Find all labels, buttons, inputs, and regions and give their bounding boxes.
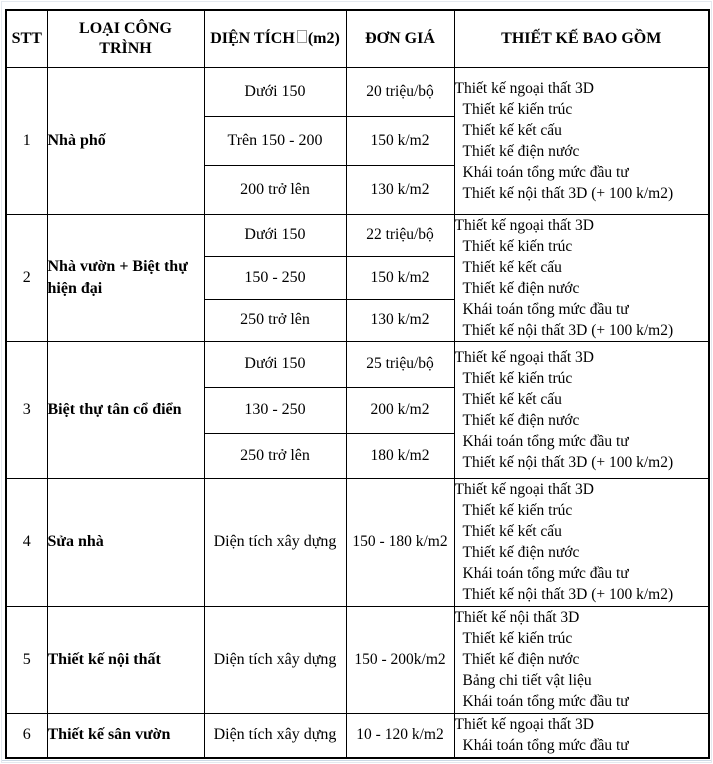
header-row: STT LOẠI CÔNG TRÌNH DIỆN TÍCH (m2) ĐƠN GI…	[5, 9, 710, 68]
area-cell: Diện tích xây dựng	[203, 712, 347, 759]
include-item: Khái toán tổng mức đầu tư	[462, 432, 629, 450]
area-cell: 150 - 250	[203, 256, 347, 300]
table-row: 250 trở lên 180 k/m2	[6, 432, 709, 479]
area-cell: Trên 150 - 200	[203, 115, 347, 166]
include-item: Thiết kế điện nước	[462, 651, 580, 668]
include-item: Thiết kế điện nước	[462, 142, 580, 160]
header-area: DIỆN TÍCH (m2)	[203, 9, 347, 68]
includes-cell: Thiết kế ngoại thất 3D Thiết kế kiến trúc…	[453, 66, 710, 215]
stt-cell: 1	[5, 66, 48, 215]
include-item: Thiết kế điện nước	[462, 411, 580, 429]
table-row: 200 trở lên 130 k/m2	[6, 164, 709, 215]
include-item: Thiết kế kiến trúc	[462, 630, 573, 647]
header-type: LOẠI CÔNG TRÌNH	[46, 9, 205, 68]
price-cell: 180 k/m2	[345, 432, 455, 479]
area-cell: 250 trở lên	[203, 298, 347, 342]
include-item: Thiết kế ngoại thất 3D	[454, 481, 594, 498]
price-cell: 150 k/m2	[345, 256, 455, 300]
include-item: Thiết kế kiến trúc	[462, 369, 573, 387]
area-cell: Dưới 150	[203, 340, 347, 388]
include-item: Thiết kế kiến trúc	[462, 100, 573, 118]
stt-cell: 2	[5, 213, 48, 342]
price-cell: 130 k/m2	[345, 164, 455, 215]
price-cell: 150 - 180 k/m2	[345, 477, 455, 607]
include-item: Khái toán tổng mức đầu tư	[462, 163, 629, 181]
type-cell: Nhà phố	[46, 66, 205, 215]
include-item: Thiết kế nội thất 3D	[454, 609, 580, 626]
area-cell: 250 trở lên	[203, 432, 347, 479]
stt-cell: 4	[5, 477, 48, 607]
price-cell: 130 k/m2	[345, 298, 455, 342]
type-cell: Biệt thự tân cổ điển	[46, 340, 205, 479]
table-row: 5 Thiết kế nội thất Diện tích xây dựng 150 …	[5, 605, 710, 714]
include-item: Thiết kế điện nước	[462, 279, 580, 297]
stt-cell: 5	[5, 605, 48, 714]
includes-cell: Thiết kế ngoại thất 3D Thiết kế kiến trúc…	[453, 340, 710, 479]
header-includes: THIẾT KẾ BAO GỒM	[453, 9, 710, 68]
include-item: Thiết kế nội thất 3D (+ 100 k/m2)	[462, 586, 674, 603]
table-row: 2 Nhà vườn + Biệt thự hiện đại Dưới 150 22 …	[5, 213, 710, 342]
type-cell: Sửa nhà	[46, 477, 205, 607]
missing-glyph-box-icon	[296, 29, 307, 43]
header-area-unit: (m2)	[307, 29, 340, 47]
area-cell: 200 trở lên	[203, 164, 347, 215]
price-cell: 200 k/m2	[345, 386, 455, 434]
stt-cell: 3	[5, 340, 48, 479]
type-cell: Thiết kế sân vườn	[46, 712, 205, 759]
pricing-table-body: 1 Nhà phố Dưới 150 20 triệu/bộ Thiết kế ngoạ…	[5, 66, 710, 759]
price-cell: 22 triệu/bộ	[345, 213, 455, 258]
table-row: 250 trở lên 130 k/m2	[6, 298, 709, 342]
include-item: Khái toán tổng mức đầu tư	[462, 693, 629, 710]
include-item: Bảng chi tiết vật liệu	[462, 672, 592, 689]
includes-cell: Thiết kế nội thất 3D Thiết kế kiến trúc Th…	[453, 605, 710, 714]
type-cell: Thiết kế nội thất	[46, 605, 205, 714]
include-item: Thiết kế kết cấu	[462, 258, 562, 276]
include-item: Thiết kế ngoại thất 3D	[454, 716, 594, 734]
area-cell: 130 - 250	[203, 386, 347, 434]
header-stt: STT	[5, 9, 48, 68]
include-item: Thiết kế điện nước	[462, 544, 580, 561]
header-type-label: LOẠI CÔNG TRÌNH	[79, 19, 172, 57]
include-item: Thiết kế ngoại thất 3D	[454, 348, 594, 366]
includes-cell: Thiết kế ngoại thất 3D Thiết kế kiến trúc…	[453, 213, 710, 342]
table-row: 1 Nhà phố Dưới 150 20 triệu/bộ Thiết kế ngoạ…	[5, 66, 710, 215]
header-price: ĐƠN GIÁ	[345, 9, 455, 68]
table-row: 4 Sửa nhà Diện tích xây dựng 150 - 180 k/m2…	[5, 477, 710, 607]
table-row: 130 - 250 200 k/m2	[6, 386, 709, 434]
include-item: Thiết kế kiến trúc	[462, 237, 573, 255]
include-item: Thiết kế nội thất 3D (+ 100 k/m2)	[462, 453, 674, 471]
include-item: Thiết kế ngoại thất 3D	[454, 216, 594, 234]
table-row: 6 Thiết kế sân vườn Diện tích xây dựng 10 -…	[5, 712, 710, 759]
include-item: Khái toán tổng mức đầu tư	[462, 300, 629, 318]
bottom-edge-line	[2, 760, 711, 761]
include-item: Thiết kế ngoại thất 3D	[454, 79, 594, 97]
area-cell: Diện tích xây dựng	[203, 605, 347, 714]
price-cell: 20 triệu/bộ	[345, 66, 455, 117]
include-item: Thiết kế kết cấu	[462, 523, 562, 540]
price-cell: 150 k/m2	[345, 115, 455, 166]
include-item: Thiết kế kết cấu	[462, 390, 562, 408]
include-item: Thiết kế nội thất 3D (+ 100 k/m2)	[462, 321, 674, 339]
header-area-label: DIỆN TÍCH	[210, 29, 295, 47]
price-cell: 150 - 200k/m2	[345, 605, 455, 714]
area-cell: Dưới 150	[203, 66, 347, 117]
construction-design-pricing-table: STT LOẠI CÔNG TRÌNH DIỆN TÍCH (m2) ĐƠN GI…	[5, 9, 710, 759]
table-row: 3 Biệt thự tân cổ điển Dưới 150 25 triệu/bộ…	[5, 340, 710, 479]
area-cell: Diện tích xây dựng	[203, 477, 347, 607]
includes-cell: Thiết kế ngoại thất 3D Khái toán tổng mức…	[453, 712, 710, 759]
price-cell: 25 triệu/bộ	[345, 340, 455, 388]
area-cell: Dưới 150	[203, 213, 347, 258]
include-item: Thiết kế kiến trúc	[462, 502, 573, 519]
include-item: Khái toán tổng mức đầu tư	[462, 737, 629, 755]
include-item: Thiết kế kết cấu	[462, 121, 562, 139]
includes-cell: Thiết kế ngoại thất 3D Thiết kế kiến trúc…	[453, 477, 710, 607]
table-row: Trên 150 - 200 150 k/m2	[6, 115, 709, 166]
type-cell: Nhà vườn + Biệt thự hiện đại	[46, 213, 205, 342]
include-item: Thiết kế nội thất 3D (+ 100 k/m2)	[462, 184, 674, 202]
include-item: Khái toán tổng mức đầu tư	[462, 565, 629, 582]
table-row: 150 - 250 150 k/m2	[6, 256, 709, 300]
stt-cell: 6	[5, 712, 48, 759]
price-cell: 10 - 120 k/m2	[345, 712, 455, 759]
